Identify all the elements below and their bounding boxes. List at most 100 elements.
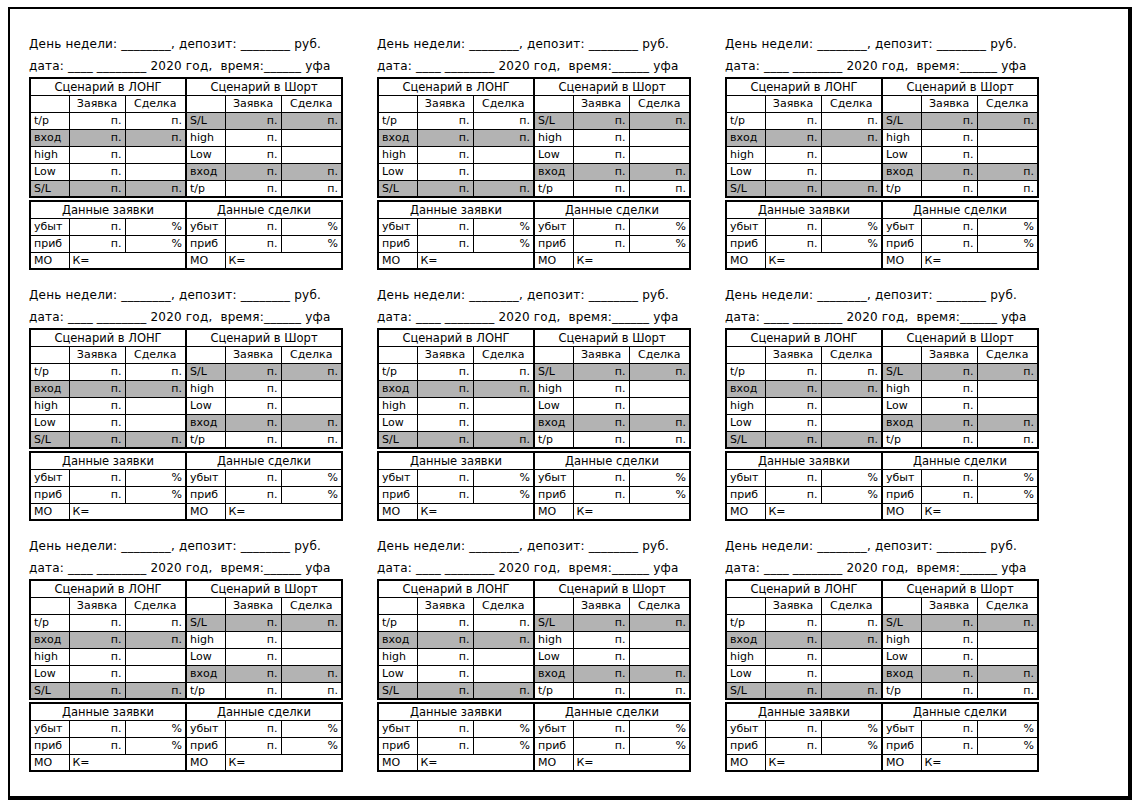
weekday-deposit-line: День недели: ________, депозит: ________… xyxy=(377,37,690,51)
short-low-order-cell: п. xyxy=(573,648,629,665)
order-mo-label: МО xyxy=(30,503,69,520)
short-tp-order-cell: п. xyxy=(573,431,629,448)
empty-corner-cell xyxy=(186,95,225,112)
long-tp-order-cell: п. xyxy=(69,363,125,380)
short-scenario-title: Сценарий в Шорт xyxy=(534,78,690,95)
long-scenario-title: Сценарий в ЛОНГ xyxy=(726,329,882,346)
order-k-cell: К= xyxy=(765,503,882,520)
long-sl-deal-cell: п. xyxy=(473,682,534,699)
short-sl-label: S/L xyxy=(882,112,921,129)
order-profit-points-cell: п. xyxy=(417,486,473,503)
long-entry-deal-cell: п. xyxy=(821,129,882,146)
short-tp-deal-cell: п. xyxy=(977,180,1038,197)
order-profit-label: приб xyxy=(30,737,69,754)
empty-corner-cell xyxy=(726,597,765,614)
deal-data-title: Данные сделки xyxy=(534,201,690,218)
order-profit-points-cell: п. xyxy=(417,737,473,754)
order-k-cell: К= xyxy=(69,252,186,269)
blocks-grid: День недели: ________, депозит: ________… xyxy=(29,37,1038,772)
short-tp-deal-cell: п. xyxy=(977,431,1038,448)
long-sl-label: S/L xyxy=(30,431,69,448)
short-entry-order-cell: п. xyxy=(225,163,281,180)
long-sl-order-cell: п. xyxy=(765,682,821,699)
deal-loss-label: убыт xyxy=(882,469,921,486)
short-low-label: Low xyxy=(534,397,573,414)
short-low-deal-cell xyxy=(281,397,342,414)
long-low-deal-cell xyxy=(821,414,882,431)
long-scenario-title: Сценарий в ЛОНГ xyxy=(378,580,534,597)
mo-row: МО К= МО К= xyxy=(378,754,690,771)
short-low-deal-cell xyxy=(629,648,690,665)
column-header-row: Заявка Сделка Заявка Сделка xyxy=(30,346,342,363)
long-sl-order-cell: п. xyxy=(765,431,821,448)
short-entry-deal-cell: п. xyxy=(977,163,1038,180)
loss-row: убыт п. % убыт п. % xyxy=(378,218,690,235)
short-low-label: Low xyxy=(186,397,225,414)
order-loss-points-cell: п. xyxy=(69,218,125,235)
deal-column-header: Сделка xyxy=(473,95,534,112)
long-tp-order-cell: п. xyxy=(765,112,821,129)
scenario-title-row: Сценарий в ЛОНГ Сценарий в Шорт xyxy=(726,78,1038,95)
scenario-table: Сценарий в ЛОНГ Сценарий в Шорт Заявка С… xyxy=(29,77,343,198)
short-entry-deal-cell: п. xyxy=(629,665,690,682)
order-data-title: Данные заявки xyxy=(726,452,882,469)
scenario-row-5: S/L п. п. t/p п. п. xyxy=(378,682,690,699)
deal-profit-percent-cell: % xyxy=(281,486,342,503)
long-sl-deal-cell: п. xyxy=(473,180,534,197)
mo-row: МО К= МО К= xyxy=(726,754,1038,771)
short-tp-order-cell: п. xyxy=(573,682,629,699)
long-low-order-cell: п. xyxy=(69,665,125,682)
short-sl-deal-cell: п. xyxy=(629,363,690,380)
long-high-deal-cell xyxy=(821,397,882,414)
deal-data-title: Данные сделки xyxy=(534,703,690,720)
deal-profit-label: приб xyxy=(186,235,225,252)
short-low-order-cell: п. xyxy=(921,648,977,665)
short-high-deal-cell xyxy=(629,380,690,397)
order-mo-label: МО xyxy=(726,754,765,771)
deal-column-header: Сделка xyxy=(473,597,534,614)
deal-k-cell: К= xyxy=(225,252,342,269)
deal-k-cell: К= xyxy=(921,252,1038,269)
deal-loss-label: убыт xyxy=(882,720,921,737)
scenario-row-3: high п. Low п. xyxy=(30,648,342,665)
long-sl-order-cell: п. xyxy=(417,180,473,197)
order-deal-data-table: Данные заявки Данные сделки убыт п. % уб… xyxy=(377,200,691,270)
empty-corner-cell xyxy=(378,346,417,363)
long-high-label: high xyxy=(726,146,765,163)
trade-plan-block: День недели: ________, депозит: ________… xyxy=(725,37,1038,270)
short-high-label: high xyxy=(882,631,921,648)
short-sl-label: S/L xyxy=(186,112,225,129)
long-entry-deal-cell: п. xyxy=(473,380,534,397)
order-k-cell: К= xyxy=(69,754,186,771)
scenario-row-3: high п. Low п. xyxy=(30,146,342,163)
order-profit-points-cell: п. xyxy=(69,235,125,252)
deal-profit-percent-cell: % xyxy=(281,737,342,754)
order-mo-label: МО xyxy=(30,252,69,269)
empty-corner-cell xyxy=(30,346,69,363)
date-time-line: дата: ____ ________ 2020 год, время:____… xyxy=(377,561,690,575)
deal-profit-percent-cell: % xyxy=(977,486,1038,503)
short-sl-order-cell: п. xyxy=(225,112,281,129)
scenario-row-4: Low п. вход п. п. xyxy=(30,665,342,682)
scenario-table: Сценарий в ЛОНГ Сценарий в Шорт Заявка С… xyxy=(377,328,691,449)
short-high-deal-cell xyxy=(629,129,690,146)
long-scenario-title: Сценарий в ЛОНГ xyxy=(30,78,186,95)
long-low-order-cell: п. xyxy=(765,665,821,682)
short-scenario-title: Сценарий в Шорт xyxy=(882,78,1038,95)
deal-k-cell: К= xyxy=(573,252,690,269)
scenario-title-row: Сценарий в ЛОНГ Сценарий в Шорт xyxy=(378,329,690,346)
deal-k-cell: К= xyxy=(573,754,690,771)
long-low-order-cell: п. xyxy=(417,665,473,682)
long-tp-order-cell: п. xyxy=(417,363,473,380)
short-low-deal-cell xyxy=(977,146,1038,163)
short-high-deal-cell xyxy=(977,129,1038,146)
long-entry-label: вход xyxy=(726,631,765,648)
scenario-row-2: вход п. п. high п. xyxy=(726,631,1038,648)
order-loss-percent-cell: % xyxy=(473,469,534,486)
trade-plan-block: День недели: ________, депозит: ________… xyxy=(725,539,1038,772)
short-high-label: high xyxy=(534,380,573,397)
long-sl-order-cell: п. xyxy=(417,431,473,448)
profit-row: приб п. % приб п. % xyxy=(726,737,1038,754)
short-sl-deal-cell: п. xyxy=(281,614,342,631)
order-loss-percent-cell: % xyxy=(821,218,882,235)
